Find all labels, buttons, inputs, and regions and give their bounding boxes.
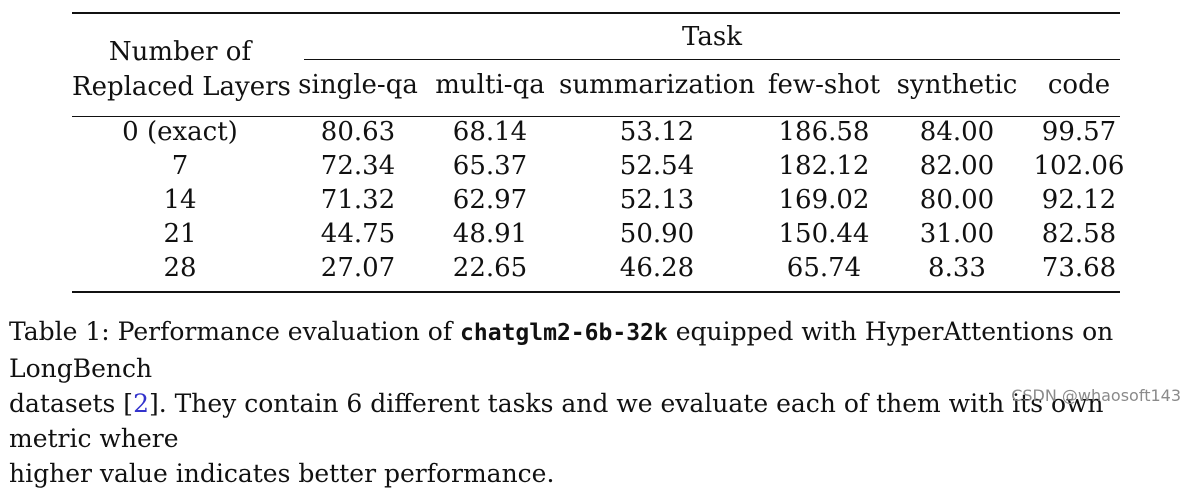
table-cell: 65.74 xyxy=(786,253,862,283)
column-header-code: code xyxy=(1047,70,1111,100)
header-bottom-rule xyxy=(72,116,1120,117)
column-header-summarization: summarization xyxy=(558,70,755,100)
table-cell: 82.00 xyxy=(919,151,995,181)
column-header-single-qa: single-qa xyxy=(298,70,418,100)
stub-header-line1: Number of xyxy=(108,37,252,67)
row-label: 7 xyxy=(171,151,189,181)
table-cell: 92.12 xyxy=(1041,185,1117,215)
column-header-multi-qa: multi-qa xyxy=(435,70,545,100)
table-cell: 8.33 xyxy=(928,253,986,283)
caption-citation-link[interactable]: 2 xyxy=(133,389,149,418)
table-cell: 65.37 xyxy=(452,151,528,181)
table-top-rule xyxy=(72,12,1120,14)
table-cell: 80.00 xyxy=(919,185,995,215)
table-cell: 31.00 xyxy=(919,219,995,249)
table-cell: 48.91 xyxy=(452,219,528,249)
table-cell: 52.13 xyxy=(619,185,695,215)
row-label: 21 xyxy=(163,219,197,249)
caption-line1-prefix: Table 1: Performance evaluation of xyxy=(9,317,461,346)
table-cell: 71.32 xyxy=(320,185,396,215)
table-cell: 62.97 xyxy=(452,185,528,215)
table-cell: 68.14 xyxy=(452,117,528,147)
table-cell: 82.58 xyxy=(1041,219,1117,249)
task-group-rule xyxy=(304,59,1120,60)
table-cell: 53.12 xyxy=(619,117,695,147)
table-cell: 73.68 xyxy=(1041,253,1117,283)
table-cell: 99.57 xyxy=(1041,117,1117,147)
table-bottom-rule xyxy=(72,291,1120,293)
table-cell: 72.34 xyxy=(320,151,396,181)
table-cell: 22.65 xyxy=(452,253,528,283)
watermark: CSDN @whaosoft143 xyxy=(1011,386,1181,405)
table-cell: 169.02 xyxy=(778,185,870,215)
table-cell: 80.63 xyxy=(320,117,396,147)
results-table: Number of Replaced Layers Task single-qa… xyxy=(72,12,1124,294)
table-cell: 102.06 xyxy=(1033,151,1125,181)
caption-model-name: chatglm2-6b-32k xyxy=(460,320,668,346)
row-label: 14 xyxy=(163,185,197,215)
caption-line2-suffix: ]. They contain 6 different tasks and we… xyxy=(9,389,1104,453)
table-cell: 50.90 xyxy=(619,219,695,249)
caption-line1-suffix: equipped with HyperAttentions on LongBen… xyxy=(9,317,1114,383)
table-cell: 46.28 xyxy=(619,253,695,283)
table-cell: 52.54 xyxy=(619,151,695,181)
table-cell: 27.07 xyxy=(320,253,396,283)
table-cell: 186.58 xyxy=(778,117,870,147)
table-cell: 182.12 xyxy=(778,151,870,181)
column-header-few-shot: few-shot xyxy=(767,70,881,100)
caption-line2-prefix: datasets [ xyxy=(9,389,134,418)
caption-line3: higher value indicates better performanc… xyxy=(9,459,555,488)
row-label: 28 xyxy=(163,253,197,283)
column-header-synthetic: synthetic xyxy=(896,70,1018,100)
task-group-header: Task xyxy=(682,22,742,52)
table-cell: 150.44 xyxy=(778,219,870,249)
row-label: 0 (exact) xyxy=(122,117,238,147)
stub-header-line2: Replaced Layers xyxy=(72,72,291,102)
table-cell: 44.75 xyxy=(320,219,396,249)
table-cell: 84.00 xyxy=(919,117,995,147)
